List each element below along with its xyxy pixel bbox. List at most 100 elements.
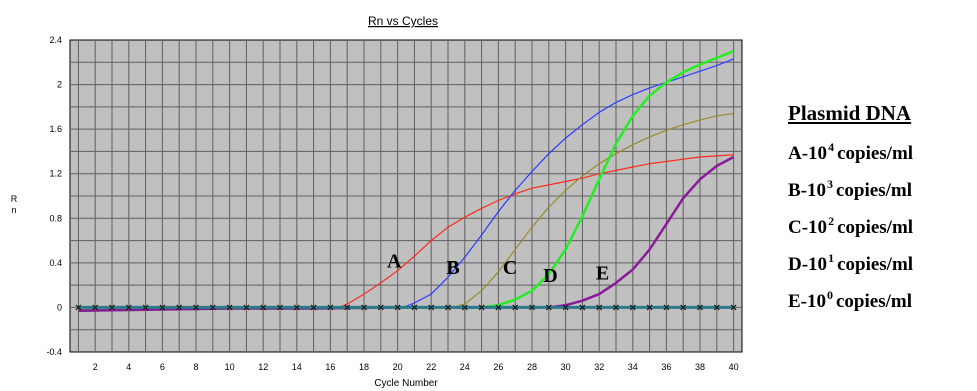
cycle-marker: [529, 304, 535, 311]
x-tick-label: 30: [561, 362, 571, 372]
legend-entry-prefix: B-10: [788, 180, 826, 201]
curve-label-b: B: [446, 257, 459, 279]
curve-label-c: C: [503, 257, 517, 279]
cycle-marker: [277, 304, 283, 311]
cycle-marker: [445, 304, 451, 311]
y-tick-label: 0.8: [49, 213, 62, 223]
cycle-marker: [361, 304, 367, 311]
x-tick-label: 32: [594, 362, 604, 372]
x-tick-label: 20: [393, 362, 403, 372]
legend-entry: C-102 copies/ml: [788, 206, 977, 243]
legend-entry: A-104 copies/ml: [788, 132, 977, 169]
gridlines: [70, 40, 742, 352]
legend-entry: D-101 copies/ml: [788, 243, 977, 280]
y-axis-label-bottom: n: [11, 205, 16, 215]
cycle-marker: [377, 304, 384, 311]
y-axis-label-top: R: [11, 194, 18, 204]
cycle-marker: [260, 304, 267, 311]
legend-entry-prefix: A-10: [788, 143, 828, 164]
x-tick-label: 2: [93, 362, 98, 372]
y-tick-label: 1.2: [49, 169, 62, 179]
cycle-marker: [243, 304, 250, 311]
legend-entry-suffix: copies/ml: [837, 254, 914, 275]
legend-entry-exponent: 1: [828, 251, 835, 265]
cycle-marker: [125, 304, 132, 311]
y-axis-ticks: -0.4 0 0.4 0.8 1.2 1.6 2 2.4: [46, 35, 62, 357]
cycle-marker: [411, 304, 418, 311]
cycle-marker: [545, 304, 552, 311]
legend-entry: B-103 copies/ml: [788, 169, 977, 206]
cycle-marker: [293, 304, 300, 311]
cycle-marker: [109, 304, 115, 311]
legend-entry-prefix: E-10: [788, 291, 826, 312]
legend-entry-exponent: 3: [827, 177, 833, 191]
curve-label-a: A: [387, 250, 402, 272]
cycle-marker: [495, 304, 502, 311]
x-axis-ticks: 2 4 6 8 10 12 14 16 18 20 22 24 26 28 30 32 34 36 38 40: [93, 362, 739, 372]
curve-label-d: D: [543, 265, 557, 287]
legend-entry-prefix: C-10: [788, 217, 828, 238]
cycle-marker: [428, 304, 435, 311]
y-tick-label: 0.4: [49, 258, 62, 268]
cycle-marker: [478, 304, 485, 311]
cycle-marker: [75, 304, 82, 311]
x-tick-label: 14: [292, 362, 302, 372]
x-axis-label: Cycle Number: [374, 378, 438, 389]
threshold-line: [75, 304, 737, 311]
cycle-marker: [629, 304, 636, 311]
cycle-marker: [713, 304, 720, 311]
y-tick-label: 1.6: [49, 124, 62, 134]
cycle-marker: [562, 304, 569, 311]
cycle-marker: [310, 304, 317, 311]
cycle-marker: [159, 304, 166, 311]
legend-entry-prefix: D-10: [788, 254, 828, 275]
legend: Plasmid DNA A-104 copies/ml B-103 copies/ml…: [788, 100, 977, 317]
cycle-marker: [394, 304, 401, 311]
x-tick-label: 10: [225, 362, 235, 372]
legend-entry-exponent: 2: [828, 214, 835, 228]
cycle-marker: [142, 304, 149, 311]
y-tick-label: 2: [57, 80, 62, 90]
x-tick-label: 6: [160, 362, 165, 372]
cycle-marker: [193, 304, 199, 311]
legend-entries: A-104 copies/ml B-103 copies/ml C-102 copies/…: [788, 132, 977, 317]
cycle-marker: [613, 304, 619, 311]
legend-entry: E-100 copies/ml: [788, 280, 977, 317]
legend-entry-suffix: copies/ml: [837, 143, 914, 164]
cycle-marker: [344, 304, 351, 311]
chart-title: Rn vs Cycles: [368, 14, 438, 28]
cycle-marker: [730, 304, 737, 311]
cycle-marker: [461, 304, 468, 311]
x-tick-label: 12: [258, 362, 268, 372]
legend-entry-suffix: copies/ml: [837, 217, 914, 238]
cycle-marker: [579, 304, 586, 311]
cycle-marker: [209, 304, 216, 311]
y-tick-label: 2.4: [49, 35, 62, 45]
x-tick-label: 18: [359, 362, 369, 372]
legend-entry-suffix: copies/ml: [836, 291, 912, 312]
curve-annotations: A B C D E: [387, 250, 609, 286]
x-tick-label: 36: [661, 362, 671, 372]
cycle-marker: [680, 304, 687, 311]
y-tick-label: -0.4: [46, 347, 62, 357]
legend-entry-exponent: 0: [827, 288, 833, 302]
cycle-marker: [697, 304, 703, 311]
x-tick-label: 4: [126, 362, 131, 372]
x-tick-label: 22: [426, 362, 436, 372]
x-tick-label: 40: [729, 362, 739, 372]
curve-label-e: E: [596, 263, 609, 285]
cycle-marker: [226, 304, 233, 311]
legend-entry-exponent: 4: [828, 140, 835, 154]
x-tick-label: 24: [460, 362, 470, 372]
x-tick-label: 38: [695, 362, 705, 372]
y-tick-label: 0: [57, 302, 62, 312]
cycle-marker: [646, 304, 653, 311]
legend-entry-suffix: copies/ml: [836, 180, 912, 201]
legend-title: Plasmid DNA: [788, 101, 912, 125]
cycle-marker: [327, 304, 334, 311]
cycle-marker: [512, 304, 519, 311]
x-tick-label: 16: [325, 362, 335, 372]
x-tick-label: 8: [193, 362, 198, 372]
cycle-marker: [663, 304, 670, 311]
